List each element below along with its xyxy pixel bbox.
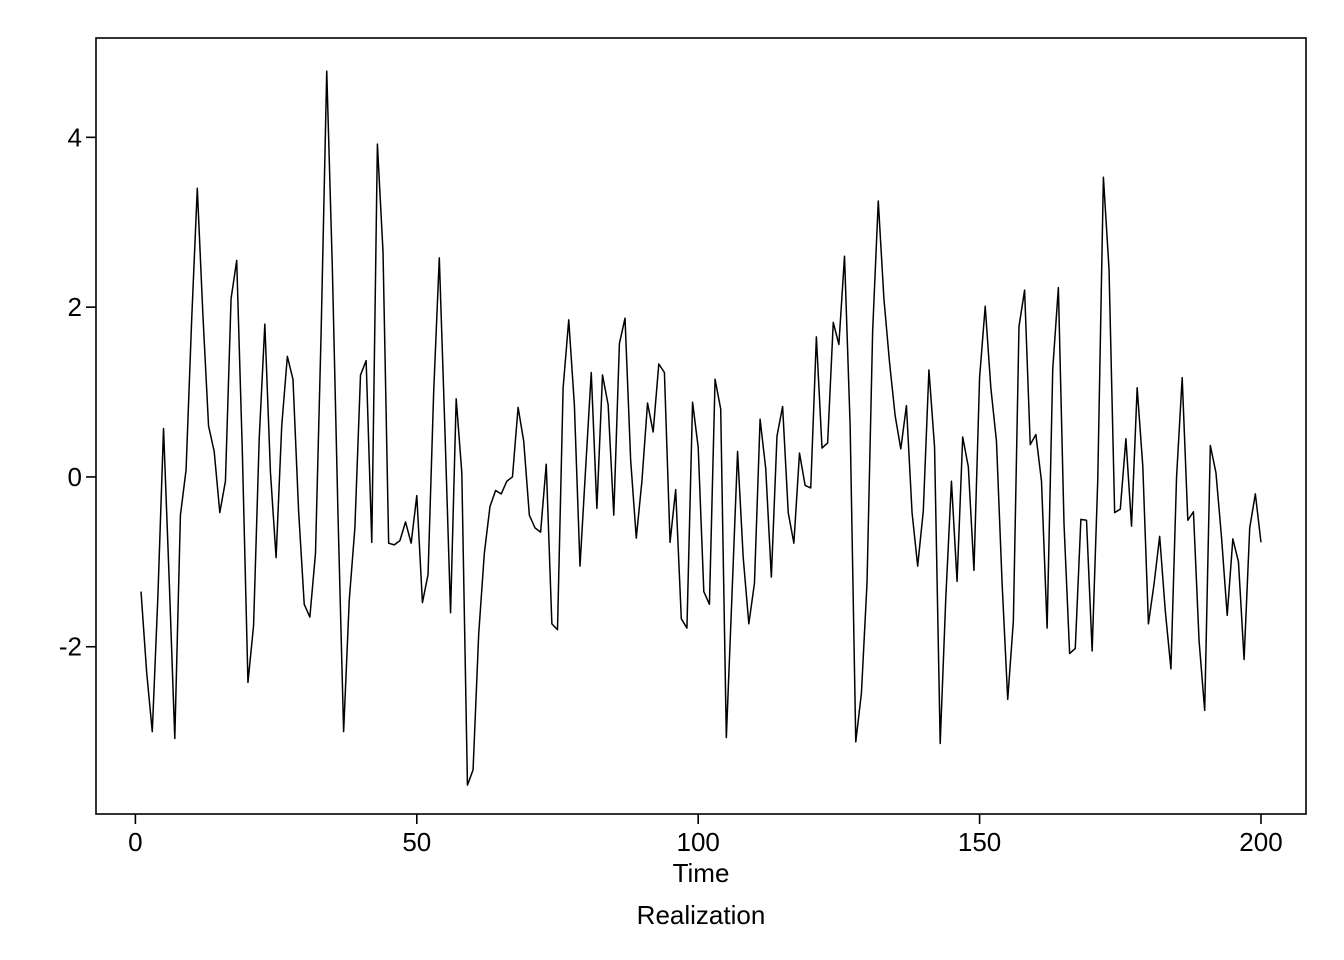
x-axis: 0 50 100 150 200 (128, 814, 1283, 857)
x-tick-label: 0 (128, 827, 142, 857)
y-axis: -2 0 2 4 (59, 122, 96, 662)
chart-caption: Realization (637, 900, 766, 930)
x-tick-label: 50 (402, 827, 431, 857)
plot-frame (95, 37, 1307, 815)
y-tick-label: 0 (68, 462, 82, 492)
x-tick-label: 150 (958, 827, 1001, 857)
y-tick-label: 4 (68, 122, 82, 152)
y-tick-label: -2 (59, 632, 82, 662)
series-line (140, 70, 1262, 786)
x-tick-label: 100 (676, 827, 719, 857)
y-tick-label: 2 (68, 292, 82, 322)
x-tick-label: 200 (1239, 827, 1282, 857)
x-axis-title: Time (673, 858, 730, 888)
